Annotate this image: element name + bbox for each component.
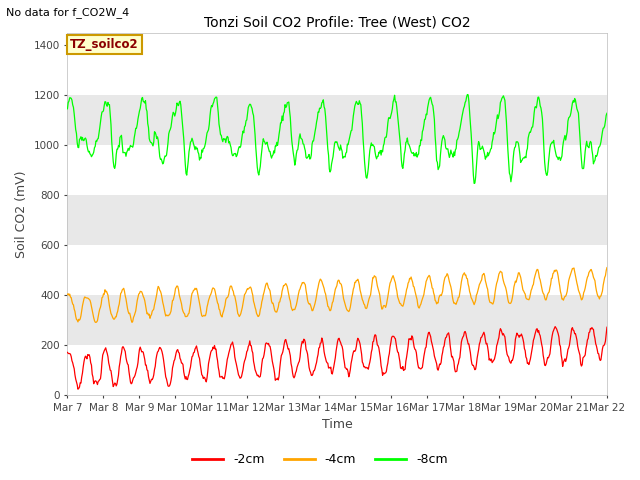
Text: TZ_soilco2: TZ_soilco2	[70, 38, 139, 51]
X-axis label: Time: Time	[322, 419, 353, 432]
Bar	[67, 96, 607, 145]
Bar	[67, 295, 607, 345]
Legend: -2cm, -4cm, -8cm: -2cm, -4cm, -8cm	[187, 448, 453, 471]
Title: Tonzi Soil CO2 Profile: Tree (West) CO2: Tonzi Soil CO2 Profile: Tree (West) CO2	[204, 15, 470, 29]
Bar	[67, 195, 607, 245]
Text: No data for f_CO2W_4: No data for f_CO2W_4	[6, 7, 130, 18]
Y-axis label: Soil CO2 (mV): Soil CO2 (mV)	[15, 170, 28, 258]
